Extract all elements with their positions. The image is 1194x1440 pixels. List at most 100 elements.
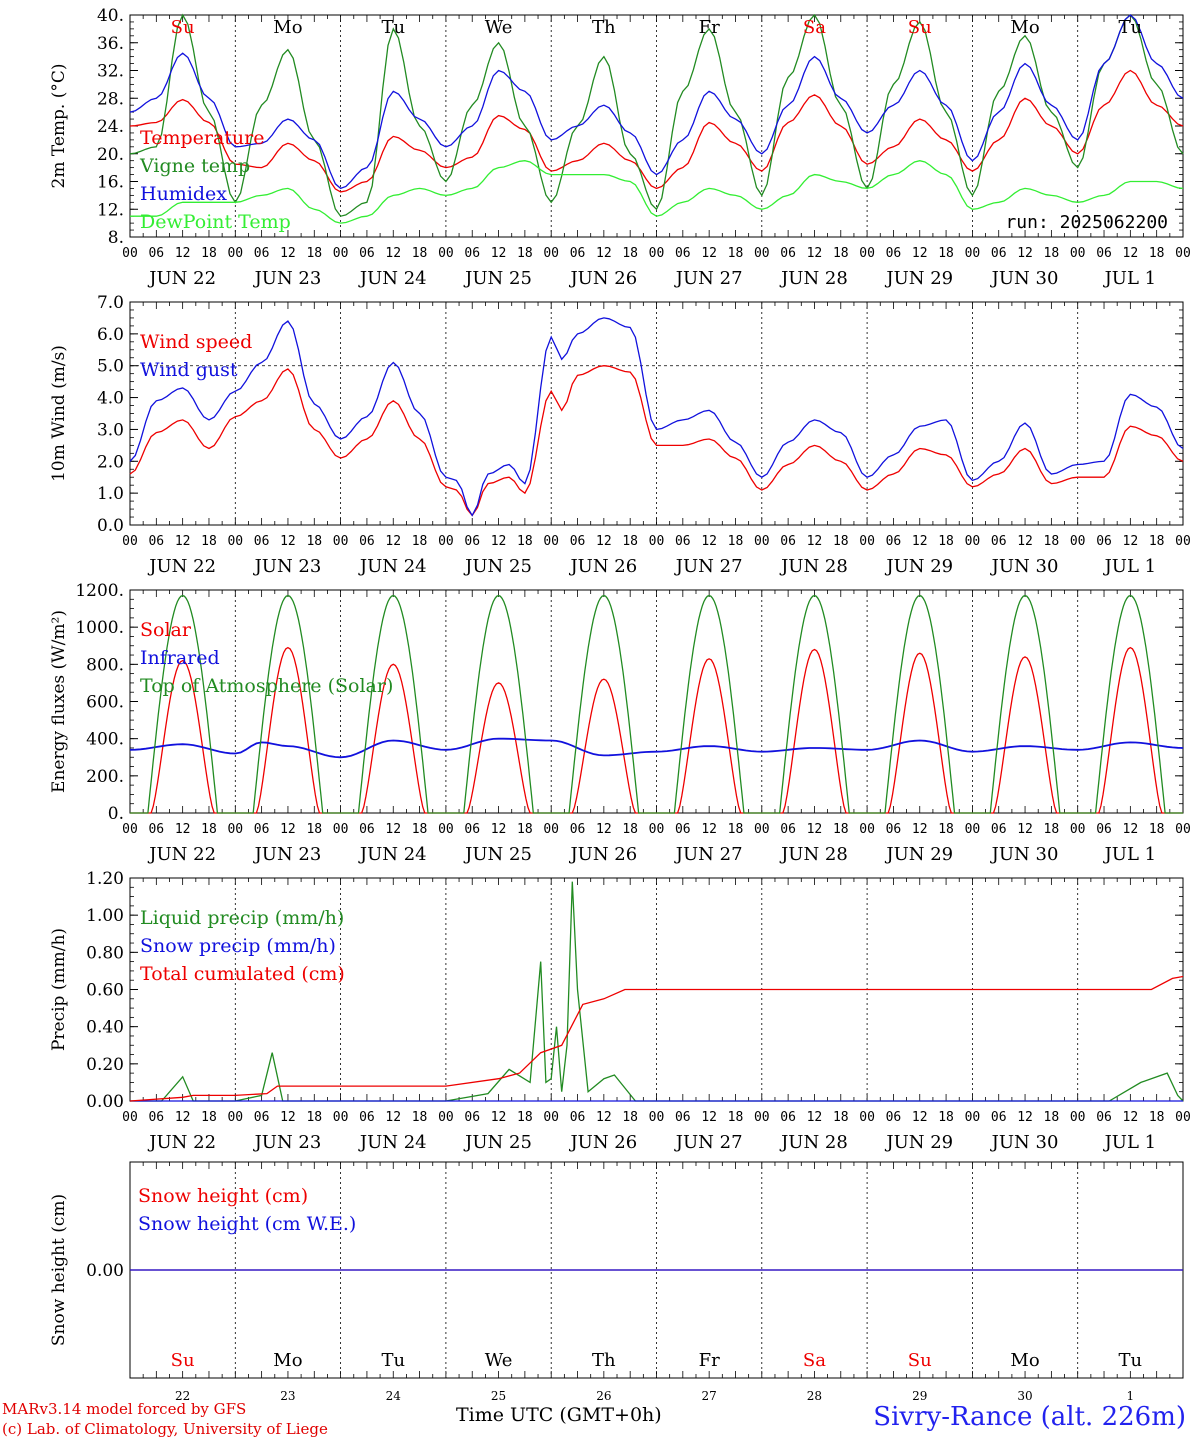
hour-label: 18	[1044, 534, 1060, 549]
date-label: JUN 29	[884, 268, 953, 289]
hour-label: 18	[517, 534, 533, 549]
hour-label: 00	[859, 1110, 875, 1125]
hour-label: 00	[227, 822, 243, 837]
hour-label: 12	[1123, 246, 1139, 261]
y-axis-label: Precip (mm/h)	[49, 928, 69, 1051]
hour-label: 12	[596, 1110, 612, 1125]
hour-label: 18	[517, 1110, 533, 1125]
weekday-label: Sa	[803, 1350, 826, 1371]
hour-label: 00	[965, 822, 981, 837]
hour-label: 00	[438, 1110, 454, 1125]
hour-label: 18	[201, 534, 217, 549]
hour-label: 18	[938, 246, 954, 261]
legend-entry: Wind speed	[140, 331, 252, 353]
hour-label: 00	[122, 1110, 138, 1125]
date-label: JUN 29	[884, 844, 953, 865]
series-wind-speed	[129, 365, 1184, 517]
date-label: JUN 28	[779, 844, 848, 865]
hour-label: 12	[701, 534, 717, 549]
date-label: JUN 29	[884, 556, 953, 577]
day-number-label: 23	[280, 1389, 295, 1403]
hour-label: 00	[859, 822, 875, 837]
day-number-label: 22	[175, 1389, 190, 1403]
hour-label: 00	[649, 1110, 665, 1125]
hour-label: 00	[227, 534, 243, 549]
hour-label: 06	[570, 1110, 586, 1125]
date-label: JUN 28	[779, 1132, 848, 1153]
y-tick-label: 0.00	[86, 1092, 124, 1112]
hour-label: 00	[859, 246, 875, 261]
hour-label: 18	[833, 534, 849, 549]
hour-label: 06	[886, 1110, 902, 1125]
date-label: JUN 22	[147, 268, 216, 289]
date-label: JUN 23	[253, 268, 322, 289]
date-label: JUN 24	[358, 556, 427, 577]
hour-label: 00	[227, 246, 243, 261]
hour-label: 06	[359, 822, 375, 837]
y-tick-label: 8.	[108, 228, 124, 248]
hour-label: 12	[491, 246, 507, 261]
hour-label: 18	[728, 246, 744, 261]
date-label: JUN 24	[358, 1132, 427, 1153]
model-line: MARv3.14 model forced by GFS	[2, 1400, 247, 1418]
date-label: JUN 22	[147, 844, 216, 865]
hour-label: 12	[701, 822, 717, 837]
series-infrared	[129, 737, 1184, 759]
panel-3: 0. 200. 400. 600. 800. 1000. 1200. Energy fluxe…	[49, 581, 1191, 865]
panel-2: 0.0 1.0 2.0 3.0 4.0 5.0 6.0 7.0 10m Wind (m/s) Wi…	[49, 293, 1191, 577]
day-number-label: 27	[702, 1389, 717, 1403]
hour-label: 00	[649, 534, 665, 549]
hour-label: 06	[464, 822, 480, 837]
date-label: JUN 24	[358, 844, 427, 865]
y-tick-label: 1000.	[75, 618, 124, 638]
hour-label: 06	[359, 1110, 375, 1125]
y-tick-label: 0.40	[86, 1018, 124, 1038]
legend-entry: Total cumulated (cm)	[140, 963, 345, 985]
hour-label: 12	[807, 822, 823, 837]
date-label: JUN 30	[990, 556, 1059, 577]
weekday-label: Mo	[1010, 17, 1039, 38]
weekday-label: Th	[592, 17, 616, 38]
hour-label: 06	[991, 1110, 1007, 1125]
hour-label: 00	[1070, 822, 1086, 837]
y-tick-label: 800.	[86, 655, 124, 675]
hour-label: 12	[912, 534, 928, 549]
y-tick-label: 0.80	[86, 943, 124, 963]
y-tick-label: 24.	[97, 117, 124, 137]
hour-label: 06	[675, 1110, 691, 1125]
legend-entry: Snow height (cm W.E.)	[138, 1213, 356, 1235]
hour-label: 18	[412, 534, 428, 549]
hour-label: 00	[754, 246, 770, 261]
hour-label: 18	[1149, 1110, 1165, 1125]
y-tick-label: 400.	[86, 730, 124, 750]
weekday-label: Mo	[1010, 1350, 1039, 1371]
hour-label: 18	[622, 246, 638, 261]
hour-label: 12	[807, 246, 823, 261]
hour-label: 00	[122, 822, 138, 837]
run-label: run: 2025062200	[1005, 212, 1168, 233]
credit-line: (c) Lab. of Climatology, University of L…	[2, 1420, 328, 1438]
hour-label: 00	[1070, 1110, 1086, 1125]
hour-label: 00	[122, 246, 138, 261]
hour-label: 00	[333, 822, 349, 837]
hour-label: 06	[359, 534, 375, 549]
hour-label: 06	[254, 822, 270, 837]
hour-label: 06	[148, 1110, 164, 1125]
y-tick-label: 0.20	[86, 1055, 124, 1075]
y-tick-label: 36.	[97, 34, 124, 54]
date-label: JUN 30	[990, 1132, 1059, 1153]
hour-label: 12	[385, 534, 401, 549]
hour-label: 00	[333, 1110, 349, 1125]
hour-label: 18	[306, 534, 322, 549]
date-label: JUN 25	[463, 556, 532, 577]
y-axis-label: 2m Temp. (°C)	[49, 63, 69, 188]
hour-label: 12	[1123, 1110, 1139, 1125]
series-top-of-atmosphere-solar-	[130, 594, 1183, 814]
date-label: JUN 27	[674, 844, 743, 865]
hour-label: 06	[359, 246, 375, 261]
day-number-label: 26	[596, 1389, 611, 1403]
hour-label: 12	[912, 822, 928, 837]
weekday-label: Th	[592, 1350, 616, 1371]
hour-label: 06	[1096, 822, 1112, 837]
hour-label: 06	[780, 534, 796, 549]
